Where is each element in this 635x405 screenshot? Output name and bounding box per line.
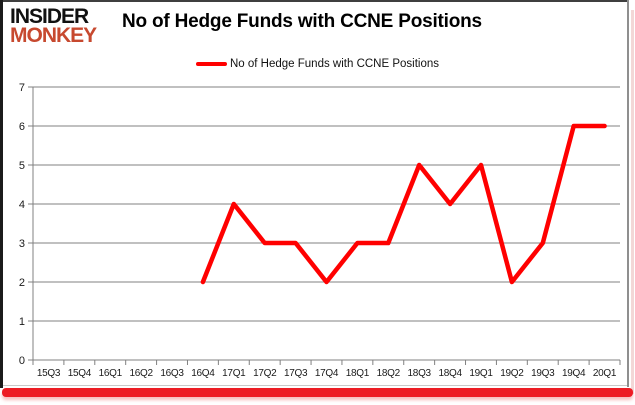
- x-tick-label: 17Q4: [315, 368, 339, 379]
- y-tick-label: 6: [19, 121, 25, 133]
- frame-border-left: [0, 0, 3, 388]
- x-tick-label: 19Q4: [562, 368, 586, 379]
- x-tick-label: 20Q1: [593, 368, 617, 379]
- x-tick-label: 16Q1: [99, 368, 123, 379]
- chart-title: No of Hedge Funds with CCNE Positions: [122, 11, 482, 32]
- x-tick-label: 18Q4: [438, 368, 462, 379]
- x-tick-label: 18Q2: [377, 368, 401, 379]
- logo-line-monkey: MONKEY: [10, 24, 97, 47]
- y-tick-label: 4: [19, 199, 25, 211]
- x-tick-label: 18Q3: [408, 368, 432, 379]
- frame-border-bottom: [3, 385, 627, 386]
- x-tick-label: 16Q4: [191, 368, 215, 379]
- legend-line-marker: [196, 62, 227, 66]
- x-tick-label: 17Q1: [222, 368, 246, 379]
- x-tick-label: 16Q3: [160, 368, 184, 379]
- x-tick-label: 17Q3: [284, 368, 308, 379]
- y-tick-label: 3: [19, 238, 25, 250]
- chart-legend: No of Hedge Funds with CCNE Positions: [196, 58, 439, 70]
- insider-monkey-logo: INSIDER MONKEY: [10, 5, 97, 47]
- frame-right-glow: [631, 10, 634, 394]
- x-tick-label: 19Q1: [469, 368, 493, 379]
- frame-border-top: [0, 0, 629, 2]
- x-tick-label: 15Q3: [37, 368, 61, 379]
- y-tick-label: 2: [19, 277, 25, 289]
- x-tick-label: 19Q2: [500, 368, 524, 379]
- x-tick-label: 19Q3: [531, 368, 555, 379]
- series-line: [200, 123, 607, 285]
- x-tick-label: 18Q1: [346, 368, 370, 379]
- logo-line-insider: INSIDER: [10, 5, 89, 28]
- legend-label: No of Hedge Funds with CCNE Positions: [230, 58, 440, 70]
- y-tick-label: 0: [19, 355, 25, 367]
- y-tick-label: 5: [19, 160, 25, 172]
- y-tick-label: 7: [19, 82, 25, 94]
- x-tick-label: 17Q2: [253, 368, 277, 379]
- bottom-red-band: [2, 388, 633, 397]
- x-tick-label: 16Q2: [129, 368, 153, 379]
- frame-border-right: [627, 0, 629, 387]
- x-tick-label: 15Q4: [68, 368, 92, 379]
- y-tick-label: 1: [19, 316, 25, 328]
